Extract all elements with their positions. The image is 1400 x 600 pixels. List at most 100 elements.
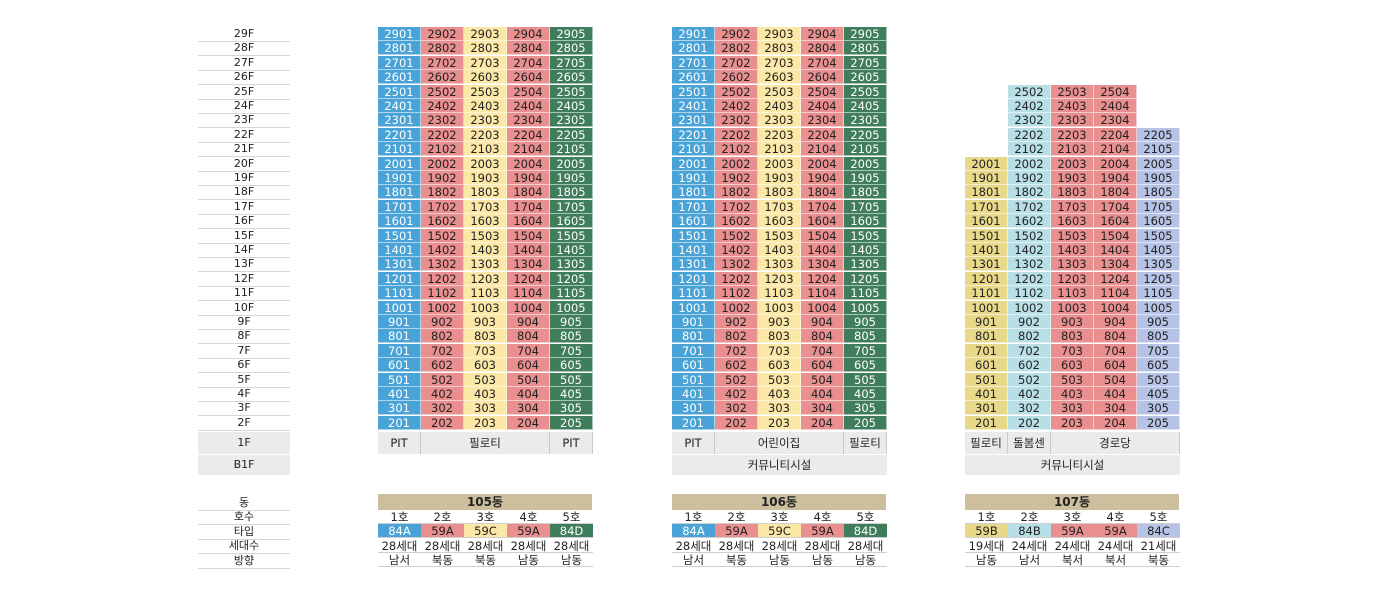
unit-cell: 1502: [421, 228, 464, 243]
floor-label: 4F: [198, 387, 290, 402]
unit-cell: 901: [965, 315, 1008, 329]
unit-cell: 402: [421, 387, 464, 401]
unit-cell: 2305: [550, 113, 593, 128]
unit-cell: 2304: [1094, 113, 1137, 128]
unit-cell: 201: [672, 415, 715, 430]
unit-cell: 902: [715, 315, 758, 329]
unit-cell: 1603: [1051, 214, 1094, 229]
unit-cell: 503: [758, 372, 801, 387]
unit-cell: 1902: [421, 171, 464, 185]
unit-cell: 1201: [672, 271, 715, 286]
unit-cell: 1905: [1137, 171, 1180, 185]
unit-cell: 301: [378, 401, 421, 416]
unit-cell: 1404: [507, 243, 550, 257]
unit-cell: 2405: [844, 99, 887, 113]
unit-cell: 701: [672, 343, 715, 358]
unit-cell: 2401: [378, 99, 421, 113]
unit-cell: 2401: [672, 99, 715, 113]
ground-floor-cell: PIT: [550, 432, 593, 454]
unit-cell: 1601: [672, 214, 715, 229]
floor-label: 12F: [198, 272, 290, 287]
unit-cell: 1104: [507, 286, 550, 301]
info-directions-cell: 북동: [464, 553, 507, 568]
unit-cell: 1904: [507, 171, 550, 185]
unit-cell: 504: [1094, 372, 1137, 387]
unit-cell: 1302: [715, 257, 758, 272]
unit-cell: 1303: [1051, 257, 1094, 272]
unit-cell: 1403: [1051, 243, 1094, 257]
unit-cell: 203: [758, 415, 801, 430]
unit-cell: 2001: [672, 156, 715, 171]
unit-cell: 605: [1137, 358, 1180, 373]
unit-cell: 2502: [715, 84, 758, 99]
unit-cell: 1304: [507, 257, 550, 272]
unit-cell: 1803: [1051, 185, 1094, 200]
floor-label: 26F: [198, 70, 290, 86]
unit-cell: 1905: [844, 171, 887, 185]
unit-cell: 503: [464, 372, 507, 387]
ground-floor-cell: 필로티: [965, 432, 1008, 454]
unit-cell: 1903: [1051, 171, 1094, 185]
unit-cell: 1003: [1051, 300, 1094, 315]
unit-cell: 1602: [1008, 214, 1051, 229]
unit-cell: 404: [507, 387, 550, 401]
unit-cell: 1805: [550, 185, 593, 200]
unit-cell: 2003: [758, 156, 801, 171]
unit-cell: 401: [965, 387, 1008, 401]
unit-cell: 1802: [421, 185, 464, 200]
unit-cell: 604: [1094, 358, 1137, 373]
info-directions-cell: 북서: [1094, 553, 1137, 568]
unit-cell: 305: [550, 401, 593, 416]
unit-cell: 601: [672, 358, 715, 373]
unit-cell: 1504: [507, 228, 550, 243]
unit-cell: 2902: [715, 27, 758, 41]
unit-cell: 803: [464, 329, 507, 344]
unit-cell: 2802: [715, 41, 758, 56]
unit-cell: 2404: [801, 99, 844, 113]
unit-cell: 2102: [715, 142, 758, 157]
unit-cell: 2803: [758, 41, 801, 56]
unit-cell: 2202: [421, 127, 464, 142]
unit-cell: 1102: [1008, 286, 1051, 301]
info-units-cell: 4호: [507, 510, 550, 524]
floor-label: 29F: [198, 27, 290, 42]
unit-cell: 1305: [844, 257, 887, 272]
unit-cell: 2602: [715, 70, 758, 85]
unit-cell: 304: [1094, 401, 1137, 416]
unit-cell: 2502: [421, 84, 464, 99]
unit-cell: 1205: [550, 271, 593, 286]
ground-floor-cell: 돌봄센터: [1008, 432, 1051, 472]
floor-label: 27F: [198, 56, 290, 71]
unit-cell: 2105: [550, 142, 593, 157]
unit-cell: 2805: [844, 41, 887, 56]
unit-cell: 903: [1051, 315, 1094, 329]
unit-cell: 1802: [1008, 185, 1051, 200]
unit-cell: 2205: [550, 127, 593, 142]
unit-cell: 2604: [801, 70, 844, 85]
unit-cell: 1703: [464, 199, 507, 214]
unit-cell: 805: [844, 329, 887, 344]
unit-cell: 705: [844, 343, 887, 358]
info-households-cell: 28세대: [672, 539, 715, 553]
info-households-cell: 24세대: [1094, 539, 1137, 553]
info-units-cell: 1호: [965, 510, 1008, 524]
unit-cell: 1204: [507, 271, 550, 286]
info-types-cell: 59A: [421, 524, 464, 539]
floor-label: 28F: [198, 41, 290, 57]
unit-cell: 2301: [672, 113, 715, 128]
unit-cell: 604: [801, 358, 844, 373]
info-units-cell: 3호: [1051, 510, 1094, 524]
unit-cell: 305: [844, 401, 887, 416]
unit-cell: 802: [1008, 329, 1051, 344]
unit-cell: 2204: [1094, 127, 1137, 142]
unit-cell: 1801: [378, 185, 421, 200]
unit-cell: 2805: [550, 41, 593, 56]
unit-cell: 903: [758, 315, 801, 329]
unit-cell: 1404: [801, 243, 844, 257]
unit-cell: 2701: [672, 55, 715, 70]
unit-cell: 1302: [421, 257, 464, 272]
unit-cell: 2302: [715, 113, 758, 128]
unit-cell: 803: [1051, 329, 1094, 344]
building-header: 107동: [965, 494, 1179, 510]
unit-cell: 2704: [801, 55, 844, 70]
